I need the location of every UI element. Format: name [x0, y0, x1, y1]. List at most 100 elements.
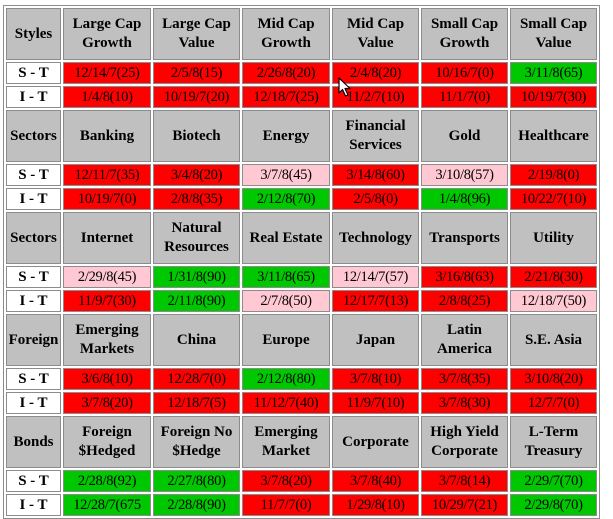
- signal-cell: 3/7/8(10): [332, 368, 419, 390]
- row-label: S - T: [6, 164, 61, 186]
- column-header-line: America: [437, 341, 492, 357]
- column-header-line: Large Cap: [162, 16, 231, 32]
- column-header-line: Real Estate: [249, 229, 323, 246]
- column-header-line: Small Cap: [430, 16, 499, 32]
- signal-cell: 2/4/8(20): [332, 62, 419, 84]
- column-header-line: Small Cap: [519, 16, 588, 32]
- signal-cell: 12/11/7(35): [63, 164, 151, 186]
- row-label: I - T: [6, 290, 61, 312]
- column-header-line: China: [176, 331, 217, 348]
- section-header-row: Bonds Foreign $Hedged Foreign No $Hedge Emerg…: [6, 416, 597, 468]
- column-header: Banking: [63, 110, 151, 162]
- signal-cell: 2/21/8(30): [510, 266, 597, 288]
- signal-cell: 2/29/8(45): [63, 266, 151, 288]
- row-label: I - T: [6, 86, 61, 108]
- signal-cell: 3/7/8(35): [421, 368, 508, 390]
- column-header-line: Emerging: [75, 322, 139, 338]
- column-header: Financial Services: [332, 110, 419, 162]
- signal-cell: 1/31/8(90): [153, 266, 240, 288]
- column-header-line: Mid Cap: [257, 16, 315, 32]
- signal-cell: 3/7/8(45): [242, 164, 330, 186]
- signal-cell: 3/7/8(20): [63, 392, 151, 414]
- signal-cell: 11/1/7(0): [421, 86, 508, 108]
- signal-cell: 12/28/7(0): [153, 368, 240, 390]
- signal-cell: 2/29/8(70): [510, 494, 597, 516]
- signal-cell: 10/22/7(10): [510, 188, 597, 210]
- column-header: Small Cap Value: [510, 8, 597, 60]
- signal-cell: 2/5/8(0): [332, 188, 419, 210]
- signal-cell: 11/2/7(10): [332, 86, 419, 108]
- column-header-line: Latin: [446, 322, 482, 338]
- column-header-line: Emerging: [254, 424, 318, 440]
- section-header-row: Styles Large Cap Growth Large Cap Value Mid C…: [6, 8, 597, 60]
- column-header-line: Mid Cap: [346, 16, 405, 32]
- signal-cell: 10/29/7(21): [421, 494, 508, 516]
- row-label: S - T: [6, 266, 61, 288]
- column-header: Biotech: [153, 110, 240, 162]
- signal-cell: 11/9/7(10): [332, 392, 419, 414]
- signal-cell: 12/18/7(5): [153, 392, 240, 414]
- row-label: S - T: [6, 62, 61, 84]
- column-header-line: Growth: [261, 35, 311, 51]
- signal-cell: 12/28/7(675: [63, 494, 151, 516]
- signal-cell: 3/7/8(20): [242, 470, 330, 492]
- signal-cell: 11/7/7(0): [242, 494, 330, 516]
- column-header: Latin America: [421, 314, 508, 366]
- signal-cell: 3/4/8(20): [153, 164, 240, 186]
- column-header: Corporate: [332, 416, 419, 468]
- column-header-line: Treasury: [524, 443, 583, 459]
- column-header-line: Resources: [164, 239, 229, 255]
- column-header-line: S.E. Asia: [524, 331, 583, 348]
- column-header-line: Value: [357, 35, 394, 51]
- row-label: I - T: [6, 392, 61, 414]
- signal-cell: 3/6/8(10): [63, 368, 151, 390]
- signal-cell: 10/16/7(0): [421, 62, 508, 84]
- column-header-line: Growth: [439, 35, 490, 51]
- column-header-line: Banking: [79, 127, 135, 144]
- table-row: I - T 3/7/8(20) 12/18/7(5) 11/12/7(40) 11/9/…: [6, 392, 597, 414]
- column-header-line: Energy: [262, 127, 310, 144]
- section-header-row: Sectors Banking Biotech Energy Financial Serv…: [6, 110, 597, 162]
- mouse-pointer-icon: [338, 77, 351, 97]
- column-header: Healthcare: [510, 110, 597, 162]
- column-header-line: Value: [535, 35, 572, 51]
- column-header-line: Growth: [82, 35, 132, 51]
- column-header: Mid Cap Growth: [242, 8, 330, 60]
- signal-cell: 12/17/7(13): [332, 290, 419, 312]
- signal-cell: 1/29/8(10): [332, 494, 419, 516]
- section-label: Foreign: [6, 314, 61, 366]
- signal-cell: 1/4/8(10): [63, 86, 151, 108]
- signal-cell: 3/10/8(20): [510, 368, 597, 390]
- signal-cell: 10/19/7(30): [510, 86, 597, 108]
- section-label: Sectors: [6, 110, 61, 162]
- column-header: S.E. Asia: [510, 314, 597, 366]
- column-header-line: Foreign No: [160, 424, 233, 440]
- column-header: Internet: [63, 212, 151, 264]
- column-header: Large Cap Growth: [63, 8, 151, 60]
- signal-cell: 3/11/8(65): [242, 266, 330, 288]
- signal-cell: 2/12/8(80): [242, 368, 330, 390]
- signal-cell: 3/10/8(57): [421, 164, 508, 186]
- column-header: Real Estate: [242, 212, 330, 264]
- signal-cell: 11/9/7(30): [63, 290, 151, 312]
- column-header: Mid Cap Value: [332, 8, 419, 60]
- column-header-line: Foreign: [82, 424, 132, 440]
- signal-cell: 11/12/7(40): [242, 392, 330, 414]
- column-header-line: Natural: [171, 220, 222, 236]
- table-row: I - T 10/19/7(0) 2/8/8(35) 2/12/8(70) 2/5/8(…: [6, 188, 597, 210]
- signal-cell: 2/7/8(50): [242, 290, 330, 312]
- column-header: Europe: [242, 314, 330, 366]
- section-label: Styles: [6, 8, 61, 60]
- signal-cell: 3/7/8(30): [421, 392, 508, 414]
- column-header-line: Markets: [79, 341, 135, 357]
- table-row: I - T 12/28/7(675 2/28/8(90) 11/7/7(0) 1/29/…: [6, 494, 597, 516]
- column-header-line: L-Term: [528, 424, 579, 440]
- signal-cell: 3/14/8(60): [332, 164, 419, 186]
- column-header: Energy: [242, 110, 330, 162]
- column-header: Natural Resources: [153, 212, 240, 264]
- column-header: Japan: [332, 314, 419, 366]
- table-row: S - T 3/6/8(10) 12/28/7(0) 2/12/8(80) 3/7/8(…: [6, 368, 597, 390]
- table-row: I - T 11/9/7(30) 2/11/8(90) 2/7/8(50) 12/17/…: [6, 290, 597, 312]
- column-header-line: Europe: [262, 331, 310, 348]
- column-header-line: Technology: [339, 229, 412, 246]
